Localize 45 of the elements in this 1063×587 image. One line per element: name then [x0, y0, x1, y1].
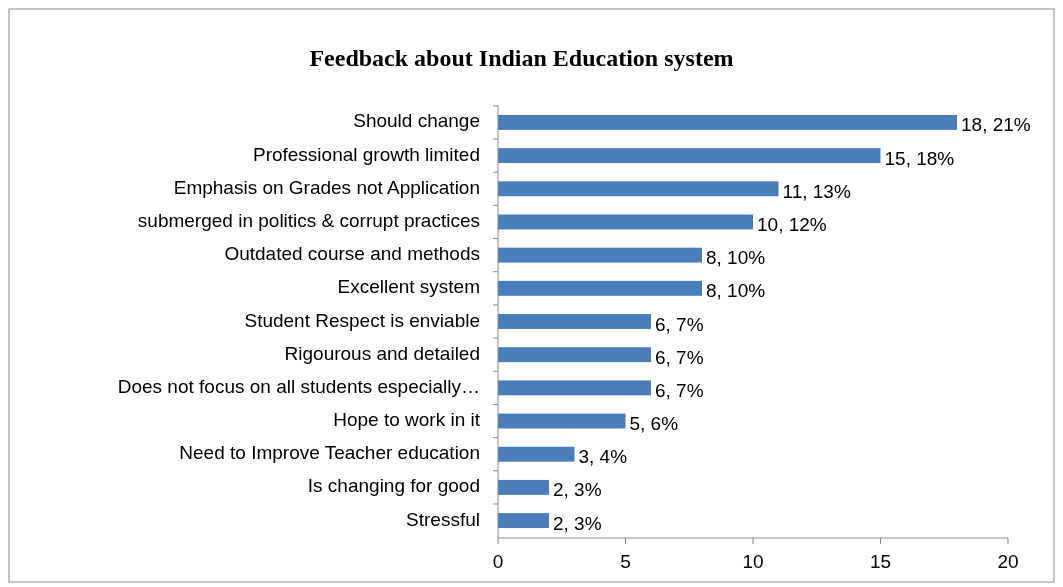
bar	[498, 214, 753, 230]
y-tick-label: Does not focus on all students especially…	[117, 375, 480, 397]
bar	[498, 380, 651, 396]
y-tick-label: Outdated course and methods	[224, 243, 480, 265]
bar	[498, 479, 549, 495]
data-label: 6, 7%	[655, 346, 704, 368]
data-label: 10, 12%	[757, 213, 827, 235]
y-tick-label: Is changing for good	[307, 475, 480, 497]
y-tick-label: Hope to work in it	[333, 409, 481, 431]
y-tick-label: Need to Improve Teacher education	[179, 442, 480, 464]
data-label: 5, 6%	[629, 413, 679, 435]
x-tick-label: 20	[997, 551, 1019, 572]
data-label: 2, 3%	[553, 479, 602, 501]
bar	[498, 446, 575, 462]
x-tick-label: 15	[869, 551, 892, 572]
data-label: 11, 13%	[782, 180, 851, 202]
data-label: 8, 10%	[706, 247, 766, 269]
bar	[498, 413, 626, 429]
bar	[498, 513, 549, 529]
data-label: 2, 3%	[553, 512, 602, 534]
bar	[498, 280, 702, 296]
y-tick-label: Should change	[353, 110, 480, 132]
bar	[498, 247, 702, 263]
data-label: 15, 18%	[884, 147, 955, 169]
data-label: 6, 7%	[655, 379, 704, 401]
bar	[498, 114, 957, 130]
bar	[498, 148, 881, 164]
x-tick-label: 10	[742, 551, 764, 572]
y-tick-label: Student Respect is enviable	[244, 309, 480, 331]
bar	[498, 314, 651, 329]
y-tick-label: submerged in politics & corrupt practices	[137, 209, 480, 231]
y-tick-label: Emphasis on Grades not Application	[173, 176, 480, 198]
data-label: 18, 21%	[961, 114, 1031, 136]
data-label: 8, 10%	[706, 280, 766, 302]
data-label: 3, 4%	[578, 446, 628, 468]
data-label: 6, 7%	[655, 313, 704, 335]
y-tick-label: Excellent system	[337, 276, 480, 298]
x-tick-label: 5	[620, 551, 631, 572]
y-tick-label: Rigourous and detailed	[284, 342, 480, 364]
chart-title: Feedback about Indian Education system	[309, 45, 734, 71]
x-tick-label: 0	[492, 551, 504, 572]
bar	[498, 181, 779, 197]
y-tick-label: Stressful	[406, 508, 480, 530]
bar	[498, 347, 651, 363]
y-tick-label: Professional growth limited	[252, 143, 480, 165]
